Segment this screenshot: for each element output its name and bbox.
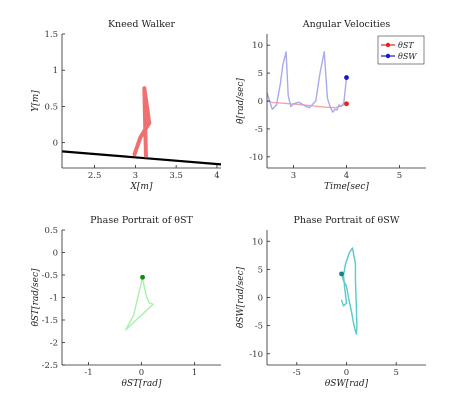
chart-angvel: 3 4 5 -10 -5 0 5 10 Angular Velocities Time[sec] θ… — [236, 19, 426, 192]
series-group — [340, 247, 358, 335]
chart-title: Angular Velocities — [302, 19, 391, 30]
x-tick-label: 3 — [291, 171, 296, 181]
legend-marker — [385, 42, 391, 48]
legend: θST θSW — [377, 35, 425, 65]
x-tick-label: -1 — [84, 368, 92, 378]
y-tick-label: 10 — [252, 237, 263, 247]
y-tick-label: 0 — [53, 139, 58, 149]
legend-marker — [385, 53, 391, 59]
legend-label: θST — [398, 41, 414, 50]
y-axis-label: Y[m] — [31, 90, 41, 112]
series-0-marker — [339, 271, 344, 277]
y-tick-label: -10 — [249, 350, 263, 360]
series-group — [124, 276, 154, 331]
y-tick-label: 10 — [252, 41, 263, 51]
x-axis-label: θSW[rad] — [325, 379, 369, 389]
y-tick-label: 0 — [53, 249, 58, 259]
x-tick-label: 5 — [393, 368, 398, 378]
y-tick-label: -1 — [50, 294, 58, 304]
x-tick-label: 1 — [192, 368, 197, 378]
series-group — [267, 51, 348, 113]
chart-title: Phase Portrait of θST — [90, 215, 193, 226]
x-tick-label: 3 — [133, 171, 138, 181]
x-tick-label: 3.5 — [169, 171, 183, 181]
series-group — [62, 86, 221, 166]
series-0-line — [124, 276, 154, 331]
y-axis-label: θ̇[rad/sec] — [236, 78, 246, 124]
y-tick-label: 1.5 — [44, 30, 58, 40]
x-axis-label: θST[rad] — [121, 379, 162, 389]
ground-line — [62, 150, 221, 166]
x-tick-label: 4 — [344, 171, 349, 181]
y-tick-label: -1.5 — [42, 316, 58, 326]
y-tick-label: -5 — [255, 125, 263, 135]
series-0-line — [340, 247, 358, 335]
x-tick-label: -5 — [293, 368, 301, 378]
swing-shank-line — [132, 121, 152, 157]
x-axis-label: X[m] — [130, 182, 153, 192]
chart-phase_st: -1 0 1 -2.5 -2 -1.5 -1 -0.5 0 0.5 Phase Portrait o… — [31, 215, 221, 389]
series-0-marker — [140, 274, 145, 280]
x-tick-label: 0 — [344, 368, 349, 378]
y-tick-label: 0.5 — [44, 226, 58, 236]
chart-title: Kneed Walker — [108, 19, 176, 30]
y-tick-label: 0.5 — [44, 102, 58, 112]
y-tick-label: -2 — [50, 339, 58, 349]
x-tick-label: 5 — [397, 171, 402, 181]
x-tick-label: 2.5 — [88, 171, 102, 181]
series-1-line — [267, 51, 348, 113]
x-tick-label: 0 — [139, 368, 144, 378]
series-1-marker — [344, 75, 349, 80]
y-tick-label: 5 — [258, 69, 263, 79]
y-tick-label: 0 — [258, 294, 263, 304]
legend-box — [377, 35, 425, 65]
y-tick-label: -0.5 — [42, 271, 58, 281]
x-tick-label: 4 — [214, 171, 219, 181]
y-axis-label: θ̇ST[rad/sec] — [31, 268, 41, 327]
y-tick-label: 0 — [258, 97, 263, 107]
y-tick-label: -5 — [255, 322, 263, 332]
x-axis-label: Time[sec] — [324, 182, 369, 192]
y-tick-label: -2.5 — [42, 361, 58, 371]
series-0-marker — [344, 101, 349, 107]
swing-thigh-line — [142, 86, 152, 126]
chart-phase_sw: -5 0 5 -10 -5 0 5 10 Phase Portrait of θSW θSW[ra… — [236, 215, 426, 389]
y-tick-label: -10 — [249, 153, 263, 163]
chart-kneed: 2.5 3 3.5 4 0 0.5 1 1.5 Kneed Walker X[m] Y[m] — [31, 19, 221, 192]
chart-title: Phase Portrait of θSW — [293, 215, 399, 226]
y-tick-label: 5 — [258, 265, 263, 275]
y-tick-label: 1 — [53, 66, 58, 76]
legend-label: θSW — [398, 52, 417, 61]
y-axis-label: θ̇SW[rad/sec] — [236, 266, 246, 328]
